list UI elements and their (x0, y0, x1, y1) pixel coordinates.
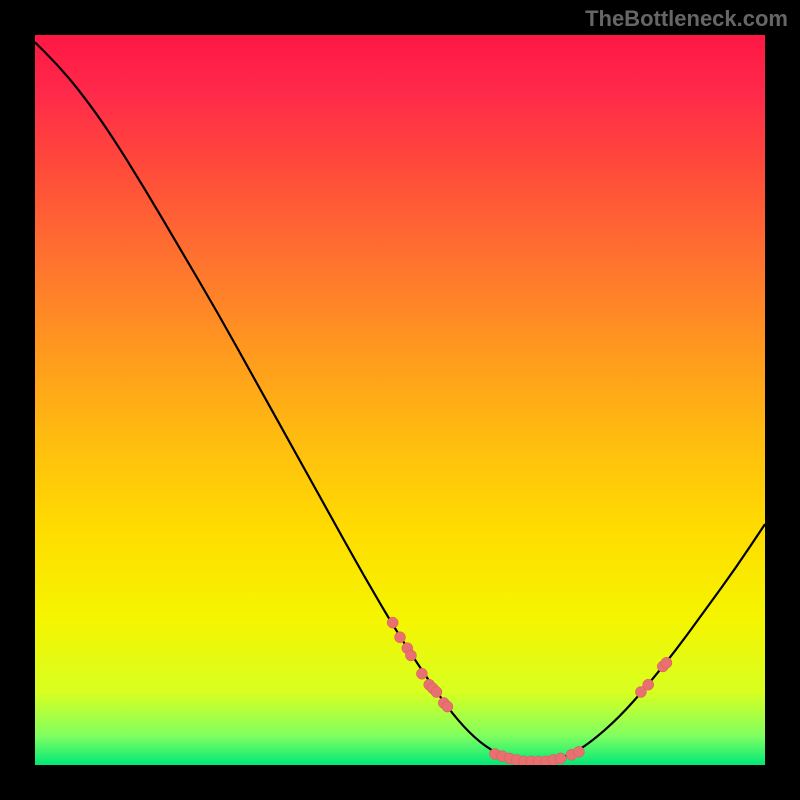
data-marker (573, 746, 584, 757)
watermark-text: TheBottleneck.com (585, 6, 788, 32)
data-marker (395, 632, 406, 643)
data-marker (416, 668, 427, 679)
data-marker (442, 701, 453, 712)
bottleneck-chart (35, 35, 765, 765)
data-marker (431, 687, 442, 698)
data-marker (405, 650, 416, 661)
data-marker (387, 617, 398, 628)
data-markers (387, 617, 672, 765)
data-marker (555, 753, 566, 764)
curve-layer (35, 35, 765, 765)
data-marker (643, 679, 654, 690)
bottleneck-curve (35, 42, 765, 761)
data-marker (661, 657, 672, 668)
